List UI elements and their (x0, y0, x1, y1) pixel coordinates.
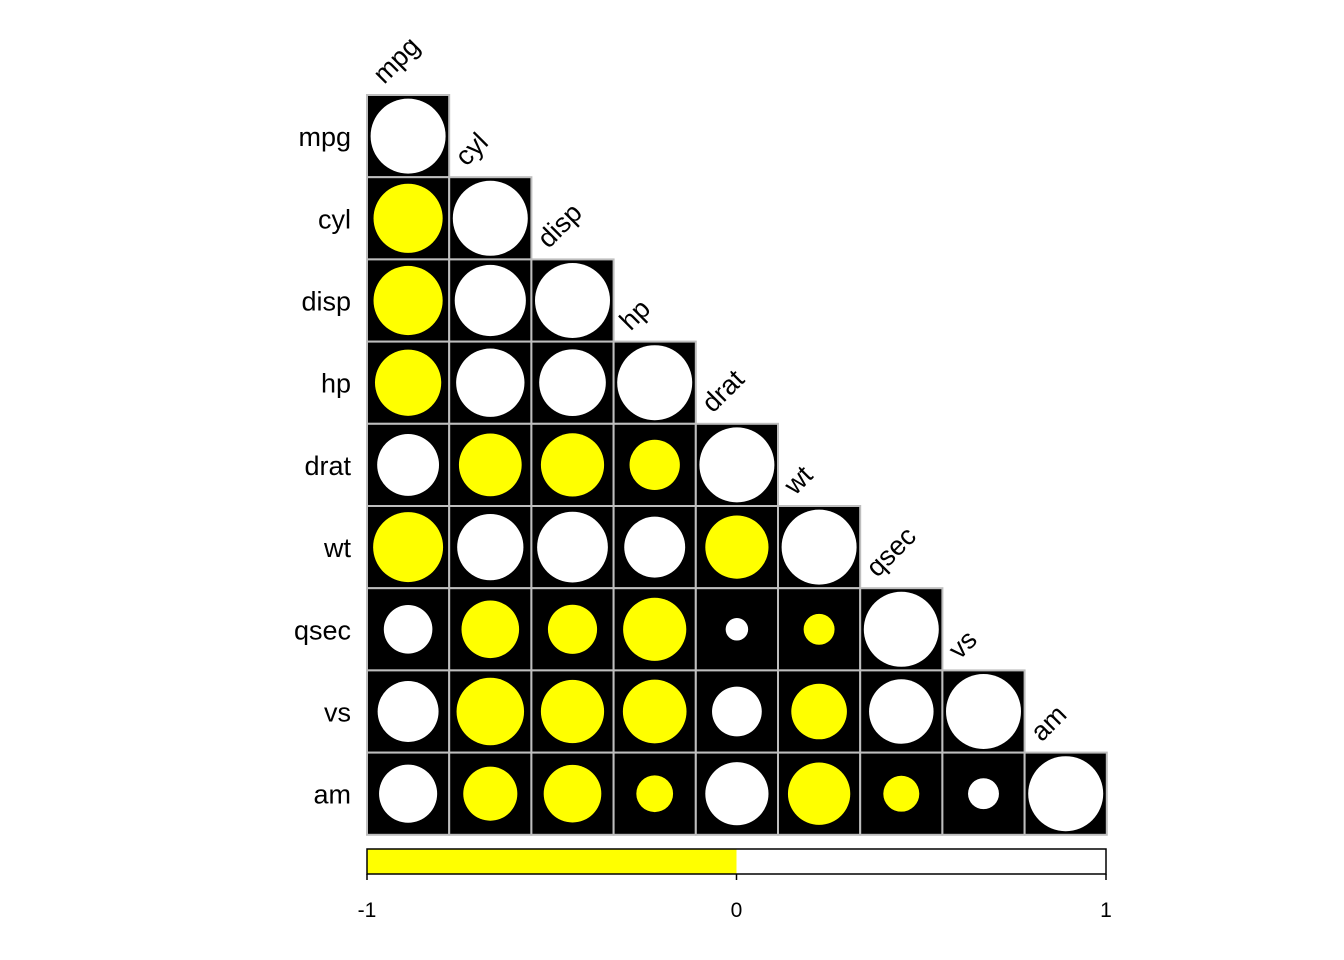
correlation-cells (366, 94, 1108, 836)
colorbar-tick-label: 1 (1100, 899, 1112, 922)
corr-circle-drat-mpg (377, 433, 440, 496)
corr-circle-vs-drat (712, 686, 762, 737)
corr-circle-hp-disp (539, 349, 606, 417)
column-label-qsec: qsec (860, 521, 922, 583)
corr-circle-disp-disp (535, 263, 610, 338)
corr-circle-qsec-wt (803, 613, 835, 645)
corr-circle-disp-mpg (373, 265, 443, 336)
corr-circle-am-drat (705, 762, 769, 826)
corr-circle-drat-hp (629, 439, 680, 491)
column-label-wt: wt (777, 460, 818, 501)
column-label-hp: hp (614, 293, 656, 335)
corr-circle-am-hp (636, 775, 674, 813)
colorbar-tick-label: -1 (358, 899, 377, 922)
colorbar: -1 0 1 (358, 848, 1112, 922)
corr-circle-drat-drat (699, 427, 775, 503)
corr-circle-disp-cyl (454, 264, 526, 337)
corr-circle-am-disp (543, 764, 602, 823)
row-label-hp: hp (321, 369, 351, 399)
corr-circle-am-vs (968, 778, 999, 810)
corr-circle-wt-mpg (373, 512, 444, 583)
corr-circle-drat-cyl (458, 433, 522, 497)
corr-circle-qsec-drat (725, 618, 749, 641)
column-label-vs: vs (943, 624, 983, 664)
corr-circle-cyl-cyl (452, 180, 528, 256)
row-label-drat: drat (304, 451, 351, 481)
row-label-vs: vs (324, 698, 351, 728)
corr-circle-am-qsec (883, 775, 920, 812)
corr-circle-drat-disp (540, 433, 605, 497)
corr-circle-qsec-mpg (383, 604, 433, 654)
corr-circle-hp-cyl (456, 348, 525, 417)
cell-qsec-mpg (366, 587, 451, 672)
corr-circle-qsec-hp (623, 597, 687, 661)
corr-circle-am-cyl (463, 766, 518, 821)
column-label-cyl: cyl (449, 127, 494, 172)
column-label-am: am (1025, 699, 1073, 747)
corr-circle-wt-disp (537, 511, 608, 583)
corr-circle-vs-cyl (456, 677, 525, 746)
column-label-mpg: mpg (367, 31, 425, 89)
corr-circle-vs-wt (791, 683, 847, 740)
row-label-am: am (313, 780, 351, 810)
corr-circle-hp-mpg (374, 349, 442, 416)
colorbar-tick-label: 0 (731, 899, 743, 922)
corr-circle-vs-disp (540, 679, 605, 744)
corr-circle-hp-hp (617, 345, 693, 421)
row-label-qsec: qsec (294, 615, 351, 645)
colorbar-positive (736, 849, 1106, 874)
corr-circle-vs-qsec (869, 679, 934, 744)
colorbar-negative (367, 849, 737, 874)
row-label-wt: wt (323, 533, 351, 563)
corr-circle-qsec-qsec (863, 591, 939, 667)
corr-circle-mpg-mpg (370, 98, 446, 174)
cell-drat-hp (612, 422, 697, 507)
corr-circle-qsec-disp (547, 604, 598, 654)
column-label-drat: drat (696, 364, 750, 418)
corr-circle-am-am (1028, 756, 1104, 832)
column-label-disp: disp (532, 197, 588, 253)
corr-circle-wt-wt (781, 509, 857, 585)
corr-circle-cyl-mpg (373, 183, 443, 253)
corr-circle-qsec-cyl (461, 600, 520, 659)
corr-circle-am-mpg (379, 764, 438, 823)
row-label-cyl: cyl (318, 204, 351, 234)
row-labels: mpg cyl disp hp drat wt qsec vs am (294, 122, 352, 810)
corr-circle-vs-mpg (377, 681, 439, 742)
row-label-disp: disp (301, 287, 351, 317)
corr-circle-wt-cyl (457, 513, 524, 581)
corr-circle-am-wt (787, 762, 851, 825)
corr-circle-vs-hp (622, 679, 687, 744)
corr-circle-wt-hp (624, 516, 686, 578)
corr-circle-vs-vs (946, 674, 1021, 749)
corr-circle-wt-drat (705, 515, 769, 579)
row-label-mpg: mpg (298, 122, 351, 152)
